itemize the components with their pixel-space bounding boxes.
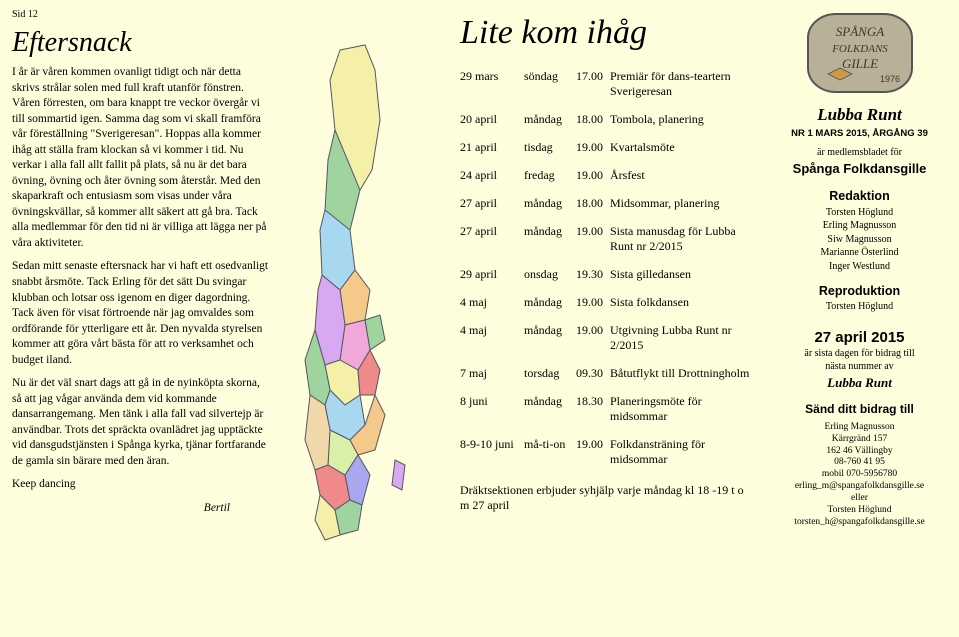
sched-date: 8 juni xyxy=(460,391,524,434)
address-block: Erling MagnussonKärrgränd 157162 46 Väll… xyxy=(770,422,949,529)
sched-day: söndag xyxy=(524,66,576,109)
sched-day: tisdag xyxy=(524,137,576,165)
schedule-row: 20 aprilmåndag18.00Tombola, planering xyxy=(460,109,754,137)
sched-date: 8-9-10 juni xyxy=(460,434,524,477)
left-column: Sid 12 Eftersnack I år är våren kommen o… xyxy=(0,0,280,637)
sched-desc: Folkdansträning för midsommar xyxy=(610,434,754,477)
sched-day: måndag xyxy=(524,193,576,221)
sched-time: 19.00 xyxy=(576,165,610,193)
svg-text:SPÅNGA: SPÅNGA xyxy=(835,24,883,39)
sched-time: 19.00 xyxy=(576,434,610,477)
reproduktion-heading: Reproduktion xyxy=(770,283,949,299)
sched-desc: Midsommar, planering xyxy=(610,193,754,221)
schedule-row: 29 aprilonsdag19.30Sista gilledansen xyxy=(460,264,754,292)
deadline-date: 27 april 2015 xyxy=(770,328,949,348)
sched-time: 19.30 xyxy=(576,264,610,292)
map-column xyxy=(280,0,460,637)
redaktion-names: Torsten HöglundErling MagnussonSiw Magnu… xyxy=(770,206,949,274)
sched-date: 20 april xyxy=(460,109,524,137)
sched-time: 18.30 xyxy=(576,391,610,434)
page-number: Sid 12 xyxy=(12,8,270,22)
sched-date: 24 april xyxy=(460,165,524,193)
sched-day: måndag xyxy=(524,292,576,320)
sched-desc: Tombola, planering xyxy=(610,109,754,137)
sched-time: 19.00 xyxy=(576,292,610,320)
schedule-row: 7 majtorsdag09.30Båtutflykt till Drottni… xyxy=(460,363,754,391)
sched-day: måndag xyxy=(524,320,576,363)
sched-date: 21 april xyxy=(460,137,524,165)
issue-line: NR 1 MARS 2015, ÅRGÅNG 39 xyxy=(770,128,949,140)
sched-day: torsdag xyxy=(524,363,576,391)
sched-day: må-ti-on xyxy=(524,434,576,477)
schedule-row: 4 majmåndag19.00Sista folkdansen xyxy=(460,292,754,320)
sched-date: 29 mars xyxy=(460,66,524,109)
sched-time: 19.00 xyxy=(576,320,610,363)
sched-time: 09.30 xyxy=(576,363,610,391)
schedule-row: 21 apriltisdag19.00Kvartalsmöte xyxy=(460,137,754,165)
signature: Bertil xyxy=(12,501,270,517)
sched-desc: Sista folkdansen xyxy=(610,292,754,320)
schedule-row: 27 aprilmåndag19.00Sista manusdag för Lu… xyxy=(460,221,754,264)
logo: SPÅNGA FOLKDANS GILLE 1976 xyxy=(800,8,920,98)
schedule-row: 27 aprilmåndag18.00Midsommar, planering xyxy=(460,193,754,221)
schedule-footnote: Dräktsektionen erbjuder syhjälp varje må… xyxy=(460,483,754,513)
schedule-title: Lite kom ihåg xyxy=(460,14,754,52)
sidebar: SPÅNGA FOLKDANS GILLE 1976 Lubba Runt NR… xyxy=(760,0,959,637)
svg-text:FOLKDANS: FOLKDANS xyxy=(831,43,888,55)
sched-desc: Sista manusdag för Lubba Runt nr 2/2015 xyxy=(610,221,754,264)
sched-day: måndag xyxy=(524,221,576,264)
body-paragraph: Nu är det väl snart dags att gå in de ny… xyxy=(12,376,270,469)
schedule-row: 8-9-10 junimå-ti-on19.00Folkdansträning … xyxy=(460,434,754,477)
lubba-small: Lubba Runt xyxy=(770,375,949,392)
sched-time: 17.00 xyxy=(576,66,610,109)
sidebar-title: Lubba Runt xyxy=(770,104,949,126)
sched-date: 27 april xyxy=(460,193,524,221)
sched-day: onsdag xyxy=(524,264,576,292)
sched-desc: Utgivning Lubba Runt nr 2/2015 xyxy=(610,320,754,363)
sched-day: måndag xyxy=(524,391,576,434)
body-paragraph: Sedan mitt senaste eftersnack har vi haf… xyxy=(12,259,270,368)
sched-date: 7 maj xyxy=(460,363,524,391)
sched-date: 29 april xyxy=(460,264,524,292)
sched-date: 27 april xyxy=(460,221,524,264)
svg-text:GILLE: GILLE xyxy=(841,56,877,71)
sched-desc: Premiär för dans-teartern Sverigeresan xyxy=(610,66,754,109)
sched-desc: Årsfest xyxy=(610,165,754,193)
left-title: Eftersnack xyxy=(12,24,270,62)
sched-desc: Kvartalsmöte xyxy=(610,137,754,165)
sched-date: 4 maj xyxy=(460,292,524,320)
schedule-column: Lite kom ihåg 29 marssöndag17.00Premiär … xyxy=(460,0,760,637)
body-paragraph: Keep dancing xyxy=(12,477,270,493)
deadline-text-2: nästa nummer av xyxy=(770,360,949,373)
sched-desc: Planeringsmöte för midsommar xyxy=(610,391,754,434)
reproduktion-names: Torsten Höglund xyxy=(770,300,949,314)
schedule-row: 8 junimåndag18.30Planeringsmöte för mids… xyxy=(460,391,754,434)
sched-time: 18.00 xyxy=(576,109,610,137)
sched-time: 18.00 xyxy=(576,193,610,221)
sched-day: måndag xyxy=(524,109,576,137)
schedule-table: 29 marssöndag17.00Premiär för dans-teart… xyxy=(460,66,754,477)
sched-time: 19.00 xyxy=(576,137,610,165)
sched-time: 19.00 xyxy=(576,221,610,264)
member-line: är medlemsbladet för xyxy=(770,146,949,159)
sweden-map xyxy=(260,30,460,570)
schedule-row: 29 marssöndag17.00Premiär för dans-teart… xyxy=(460,66,754,109)
schedule-row: 4 majmåndag19.00Utgivning Lubba Runt nr … xyxy=(460,320,754,363)
redaktion-heading: Redaktion xyxy=(770,188,949,204)
schedule-row: 24 aprilfredag19.00Årsfest xyxy=(460,165,754,193)
sched-date: 4 maj xyxy=(460,320,524,363)
sched-desc: Sista gilledansen xyxy=(610,264,754,292)
deadline-text-1: är sista dagen för bidrag till xyxy=(770,347,949,360)
svg-text:1976: 1976 xyxy=(880,74,900,84)
send-heading: Sänd ditt bidrag till xyxy=(770,402,949,418)
body-paragraph: I år är våren kommen ovanligt tidigt och… xyxy=(12,65,270,251)
org-name: Spånga Folkdansgille xyxy=(770,161,949,178)
sched-day: fredag xyxy=(524,165,576,193)
sched-desc: Båtutflykt till Drottningholm xyxy=(610,363,754,391)
